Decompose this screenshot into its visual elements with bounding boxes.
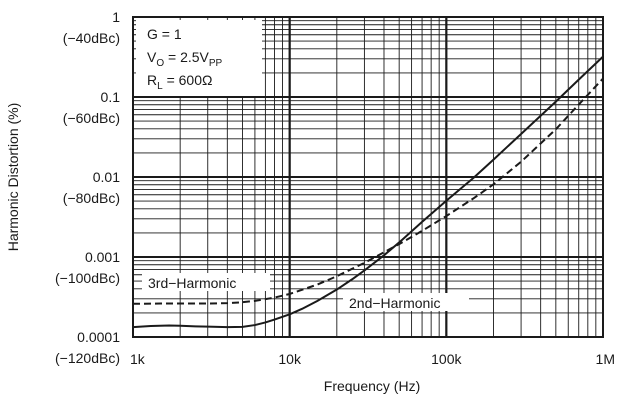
y-tick-label: 0.01 <box>93 169 120 185</box>
y-tick-label: 0.0001 <box>77 329 120 345</box>
y-tick-sublabel: (−40dBc) <box>63 30 120 46</box>
annotation-2nd-background <box>343 293 469 311</box>
annotation-2nd-label: 2nd−Harmonic <box>349 295 440 311</box>
y-tick-label: 0.1 <box>101 89 121 105</box>
annotation-2nd-harmonic: 2nd−Harmonic <box>343 293 469 311</box>
x-tick-labels: 1k 10k 100k 1M <box>130 351 615 367</box>
rl-subscript: L <box>157 81 163 92</box>
y-tick-sublabel: (−100dBc) <box>55 270 120 286</box>
series-layer <box>132 55 604 329</box>
plot-frame <box>132 16 604 338</box>
annotation-3rd-harmonic: 3rd−Harmonic <box>142 273 270 291</box>
condition-gain: G = 1 <box>147 26 182 42</box>
x-tick-label: 1M <box>596 351 615 367</box>
y-tick-sublabel: (−80dBc) <box>63 190 120 206</box>
y-tick-sublabel: (−60dBc) <box>63 110 120 126</box>
series-3rd-harmonic-line <box>132 77 604 305</box>
x-tick-label: 1k <box>130 351 146 367</box>
vo-symbol: V <box>147 49 157 65</box>
annotation-3rd-label: 3rd−Harmonic <box>148 275 236 291</box>
rl-symbol: R <box>147 72 157 88</box>
x-axis-title: Frequency (Hz) <box>324 378 420 394</box>
x-tick-label: 10k <box>278 351 302 367</box>
series-2nd-harmonic-line <box>132 55 604 329</box>
x-tick-label: 100k <box>431 351 462 367</box>
annotation-3rd-background <box>142 273 270 291</box>
vo-value: = 2.5V <box>164 49 209 65</box>
conditions-legend: G = 1 VO = 2.5VPP RL = 600Ω <box>136 20 262 96</box>
vo-unit-subscript: PP <box>209 58 223 69</box>
y-tick-sublabel: (−120dBc) <box>55 350 120 366</box>
conditions-background <box>136 20 262 96</box>
vo-subscript: O <box>156 58 164 69</box>
y-tick-labels: 1 (−40dBc) 0.1 (−60dBc) 0.01 (−80dBc) 0.001 (−1… <box>55 9 120 366</box>
y-tick-label: 0.001 <box>85 249 120 265</box>
condition-load-resistance: RL = 600Ω <box>147 72 212 92</box>
y-tick-label: 1 <box>112 9 120 25</box>
y-axis-title: Harmonic Distortion (%) <box>5 103 21 252</box>
condition-output-voltage: VO = 2.5VPP <box>147 49 223 69</box>
rl-value: = 600Ω <box>163 72 213 88</box>
